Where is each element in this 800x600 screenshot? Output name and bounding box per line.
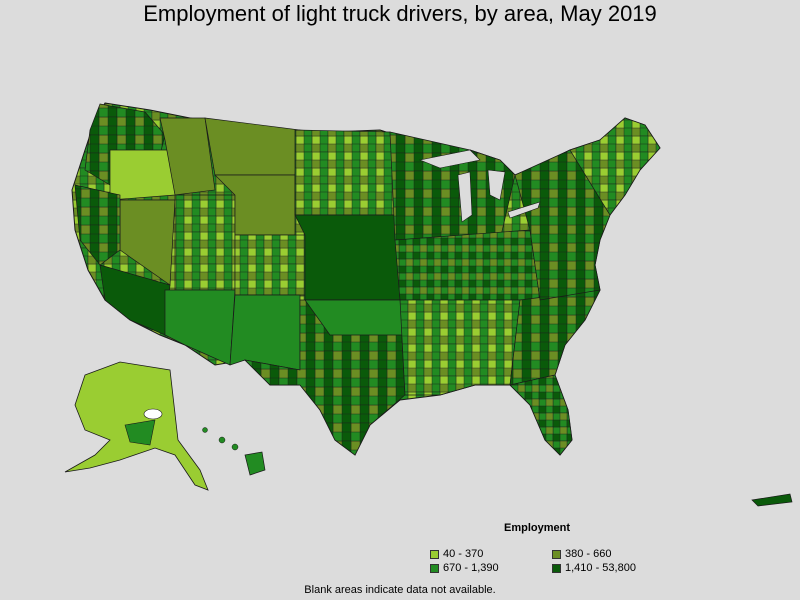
region-arizona bbox=[164, 289, 236, 366]
region-california-north bbox=[74, 184, 121, 266]
region-dakotas bbox=[294, 129, 396, 216]
region-south-central bbox=[399, 299, 521, 396]
hawaii-island-small-a bbox=[218, 436, 226, 444]
lake-superior bbox=[418, 149, 481, 169]
legend-title: Employment bbox=[504, 522, 571, 534]
legend-swatch-4 bbox=[552, 563, 561, 573]
legend-item-3: 670 - 1,390 bbox=[430, 562, 499, 574]
region-florida bbox=[509, 374, 573, 456]
legend-swatch-2 bbox=[552, 549, 561, 559]
legend-item-1: 40 - 370 bbox=[430, 548, 483, 560]
region-northeast bbox=[569, 117, 661, 216]
region-midwest bbox=[394, 229, 541, 301]
lake-huron bbox=[487, 169, 506, 201]
legend-label-1: 40 - 370 bbox=[443, 548, 484, 560]
region-new-mexico bbox=[229, 294, 301, 371]
region-hawaii bbox=[244, 451, 266, 476]
region-alaska-south bbox=[124, 419, 156, 446]
region-california-south bbox=[99, 264, 171, 336]
lake-erie bbox=[507, 201, 541, 219]
map-title: Employment of light truck drivers, by ar… bbox=[143, 1, 657, 26]
legend-label-3: 670 - 1,390 bbox=[443, 562, 499, 574]
lake-michigan bbox=[457, 171, 473, 223]
legend-swatch-1 bbox=[430, 549, 439, 559]
alaska-blank-area bbox=[143, 408, 163, 420]
region-idaho bbox=[159, 117, 216, 196]
hawaii-island-small-c bbox=[202, 427, 208, 433]
region-nebraska-kansas bbox=[294, 214, 401, 301]
legend-item-4: 1,410 - 53,800 bbox=[552, 562, 636, 574]
hawaii-island-small-b bbox=[231, 443, 239, 451]
legend-item-2: 380 - 660 bbox=[552, 548, 611, 560]
blank-areas-note: Blank areas indicate data not available. bbox=[304, 584, 496, 596]
region-colorado bbox=[234, 234, 306, 296]
legend-label-4: 1,410 - 53,800 bbox=[565, 562, 636, 574]
region-montana bbox=[204, 117, 301, 176]
region-southeast bbox=[509, 289, 601, 386]
region-puerto-rico bbox=[751, 493, 793, 507]
region-oregon-east bbox=[109, 149, 176, 201]
legend-swatch-3 bbox=[430, 563, 439, 573]
region-utah bbox=[174, 194, 236, 291]
legend-label-2: 380 - 660 bbox=[565, 548, 612, 560]
